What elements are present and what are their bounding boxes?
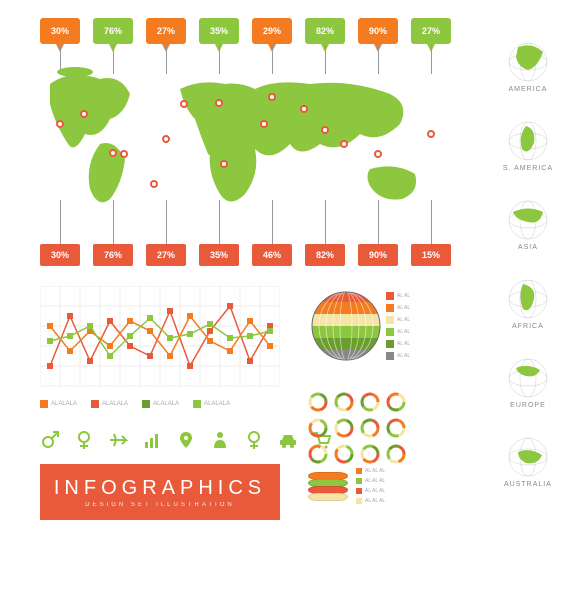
bottom-tag: 35% (199, 244, 239, 266)
legend-item: ALALALA (193, 400, 230, 408)
donut-chart (360, 444, 380, 464)
continent-item: ASIA (508, 200, 548, 251)
continent-label: EUROPE (510, 402, 546, 409)
map-marker (80, 110, 88, 118)
map-marker (300, 105, 308, 113)
bottom-tags-row: 30% 76% 27% 35% 46% 82% 90% 15% (40, 244, 451, 266)
globe-legend-swatch (386, 340, 394, 348)
donut-chart (334, 392, 354, 412)
map-marker (220, 160, 228, 168)
bottom-tag: 27% (146, 244, 186, 266)
airplane-icon (108, 430, 128, 455)
globe-legend-swatch (386, 328, 394, 336)
continent-label: AUSTRALIA (504, 481, 552, 488)
continent-item: AFRICA (508, 279, 548, 330)
donut-chart (308, 444, 328, 464)
top-flag: 76% (93, 18, 133, 44)
donut-chart (334, 444, 354, 464)
stack-legend-item: AL AL AL (356, 468, 385, 474)
donut-chart (360, 392, 380, 412)
donut-chart (308, 392, 328, 412)
top-flag: 30% (40, 18, 80, 44)
map-marker (120, 150, 128, 158)
map-marker (427, 130, 435, 138)
legend-item: ALALALA (142, 400, 179, 408)
stack-legend-item: AL AL AL (356, 478, 385, 484)
top-flag: 82% (305, 18, 345, 44)
female-sign-icon (244, 430, 264, 455)
bottom-tag: 82% (305, 244, 345, 266)
continent-label: ASIA (518, 244, 538, 251)
map-marker (180, 100, 188, 108)
globe-legend-swatch (386, 304, 394, 312)
donut-grid (308, 392, 406, 464)
continent-label: AFRICA (512, 323, 544, 330)
top-flag: 29% (252, 18, 292, 44)
map-marker (260, 120, 268, 128)
line-chart (40, 286, 280, 396)
donut-chart (360, 418, 380, 438)
donut-chart (386, 418, 406, 438)
donut-chart (386, 392, 406, 412)
continent-item: AUSTRALIA (504, 437, 552, 488)
top-flag: 27% (146, 18, 186, 44)
chart-legend: ALALALA ALALALA ALALALA ALALALA (40, 400, 230, 408)
map-marker (109, 149, 117, 157)
continent-item: S. AMERICA (503, 121, 553, 172)
stack-legend-item: AL AL AL (356, 498, 385, 504)
bottom-tag: 30% (40, 244, 80, 266)
striped-globe-legend: AL ALAL ALAL ALAL ALAL ALAL AL (386, 292, 410, 360)
donut-chart (308, 418, 328, 438)
world-map (30, 64, 450, 224)
legend-item: ALALALA (91, 400, 128, 408)
pin-icon (176, 430, 196, 455)
globe-legend-swatch (386, 352, 394, 360)
stack-layer (308, 493, 348, 501)
map-marker (340, 140, 348, 148)
stack-chart: AL AL AL AL AL AL AL AL AL AL AL AL (308, 468, 385, 504)
bottom-tag: 76% (93, 244, 133, 266)
globe-legend-swatch (386, 292, 394, 300)
subtitle-text: DESIGN SET ILLUSTRATION (85, 502, 234, 508)
continent-label: AMERICA (509, 86, 548, 93)
title-text: INFOGRAPHICS (54, 477, 266, 500)
person-icon (210, 430, 230, 455)
striped-globe (310, 290, 382, 362)
bottom-tag: 46% (252, 244, 292, 266)
gender-female-icon (74, 430, 94, 455)
map-marker (56, 120, 64, 128)
donut-chart (334, 418, 354, 438)
continent-label: S. AMERICA (503, 165, 553, 172)
chart-icon (142, 430, 162, 455)
continent-item: EUROPE (508, 358, 548, 409)
map-marker (374, 150, 382, 158)
top-flag: 90% (358, 18, 398, 44)
icons-row (40, 430, 332, 455)
legend-item: ALALALA (40, 400, 77, 408)
stack-legend-item: AL AL AL (356, 488, 385, 494)
car-icon (278, 430, 298, 455)
continent-list: AMERICA S. AMERICA ASIA AFRICA EUROPE AU… (503, 42, 553, 488)
gender-male-icon (40, 430, 60, 455)
map-marker (150, 180, 158, 188)
top-flag: 27% (411, 18, 451, 44)
top-flag: 35% (199, 18, 239, 44)
donut-chart (386, 444, 406, 464)
continent-item: AMERICA (508, 42, 548, 93)
bottom-tag: 90% (358, 244, 398, 266)
bottom-tag: 15% (411, 244, 451, 266)
top-flags-row: 30% 76% 27% 35% 29% 82% 90% 27% (40, 18, 451, 44)
title-bar: INFOGRAPHICS DESIGN SET ILLUSTRATION (40, 464, 280, 520)
globe-legend-swatch (386, 316, 394, 324)
